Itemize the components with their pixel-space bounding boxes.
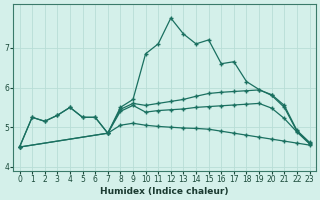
X-axis label: Humidex (Indice chaleur): Humidex (Indice chaleur) xyxy=(100,187,229,196)
